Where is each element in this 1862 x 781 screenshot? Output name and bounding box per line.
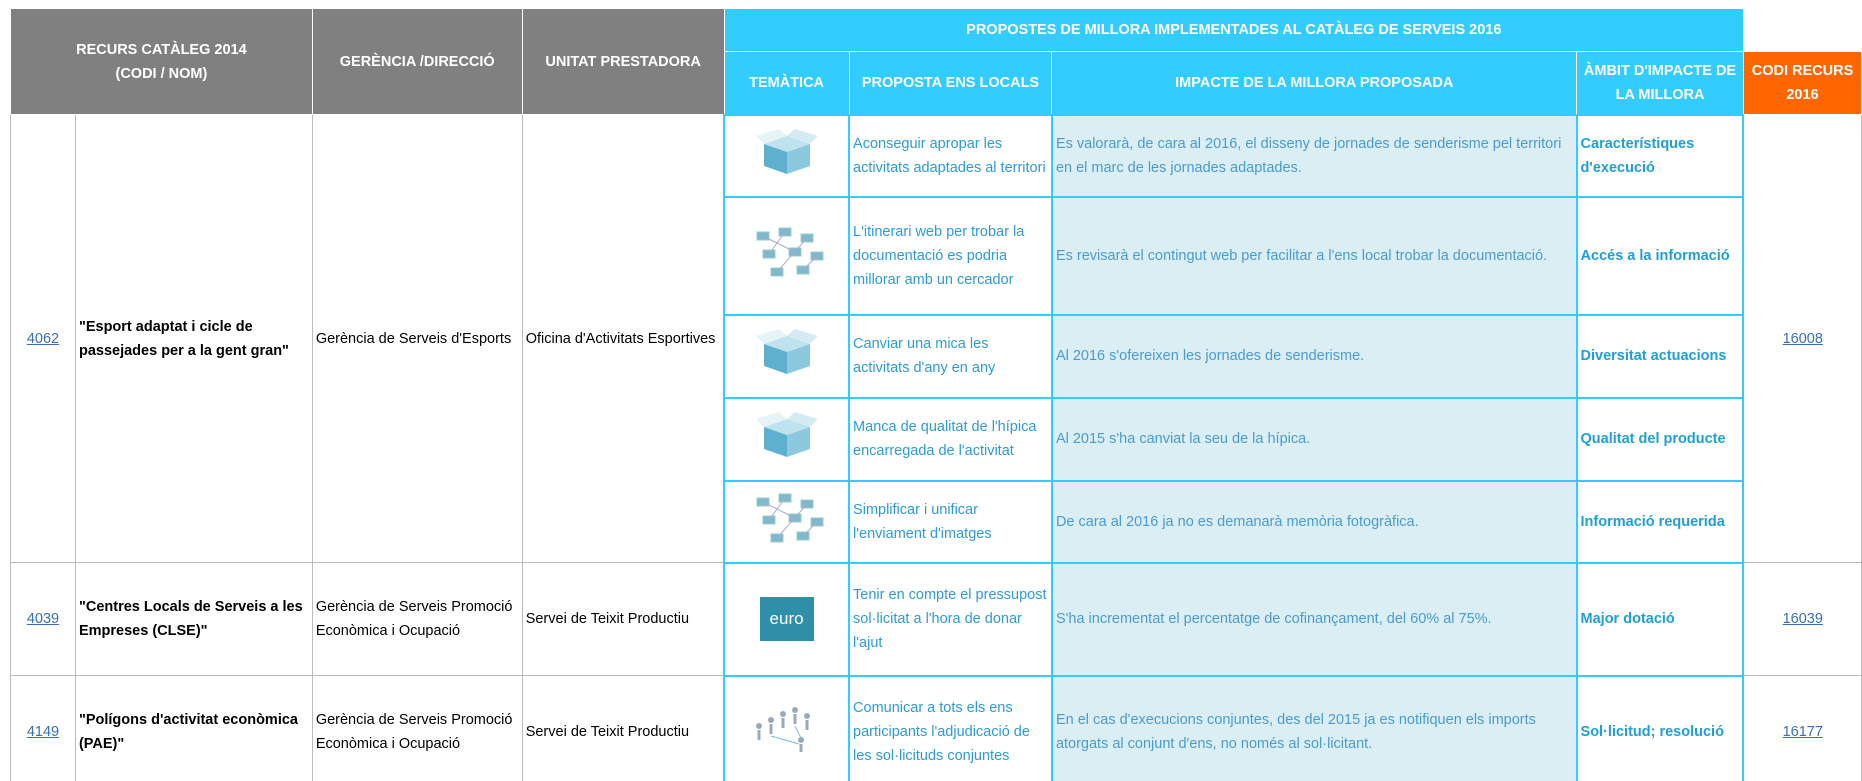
header-text: RECURS CATÀLEG 2014	[76, 41, 247, 58]
header-cell: CODI RECURS 2016	[1742, 51, 1862, 115]
theme-icon	[723, 396, 851, 482]
header-cell: ÀMBIT D'IMPACTE DE LA MILLORA	[1576, 51, 1744, 115]
header-text: (CODI / NOM)	[115, 65, 208, 82]
scope: Característiques d'execució	[1575, 113, 1745, 198]
theme-icon	[723, 674, 851, 781]
proposal: Aconseguir apropar les activitats adapta…	[848, 113, 1053, 198]
proposal: Comunicar a tots els ens participants l'…	[848, 674, 1053, 781]
proposal: Tenir en compte el pressupost sol·licita…	[848, 561, 1053, 677]
header-blank	[1743, 9, 1861, 52]
unit: Oficina d'Activitats Esportives	[521, 114, 725, 563]
proposal: L'itinerari web per trobar la documentac…	[848, 195, 1053, 316]
header-cell: PROPOSTA ENS LOCALS	[848, 51, 1053, 115]
header-cell: GERÈNCIA /DIRECCIÓ	[311, 8, 523, 115]
impact: De cara al 2016 ja no es demanarà memòri…	[1050, 479, 1578, 564]
theme-icon: euro	[723, 561, 851, 677]
theme-icon	[723, 113, 851, 198]
scope: Major dotació	[1575, 561, 1745, 677]
scope: Accés a la informació	[1575, 195, 1745, 316]
scope: Sol·licitud; resolució	[1575, 674, 1745, 781]
header-cell: PROPOSTES DE MILLORA IMPLEMENTADES AL CA…	[723, 8, 1744, 52]
scope: Informació requerida	[1575, 479, 1745, 564]
impact: En el cas d'execucions conjuntes, des de…	[1050, 674, 1578, 781]
resource-name: "Polígons d'activitat econòmica (PAE)"	[74, 675, 313, 781]
table-row: 4062 "Esport adaptat i cicle de passejade…	[10, 113, 1862, 563]
header-cell: UNITAT PRESTADORA	[521, 8, 725, 115]
table-row: Manca de qualitat de l'hípica encarregad…	[11, 396, 1862, 482]
header-cell: TEMÀTICA	[723, 51, 850, 115]
proposal: Manca de qualitat de l'hípica encarregad…	[848, 396, 1053, 482]
impact: S'ha incrementat el percentatge de cofin…	[1050, 561, 1578, 677]
table-row: 4149 "Polígons d'activitat econòmica (PAE…	[10, 674, 1862, 781]
table-row: L'itinerari web per trobar la documentac…	[11, 195, 1862, 316]
table-row: 4039 "Centres Locals de Serveis a les Emp…	[10, 561, 1862, 677]
table-row: Canviar una mica les activitats d'any en…	[11, 313, 1862, 399]
resource-name: "Esport adaptat i cicle de passejades pe…	[74, 114, 313, 563]
resource-code[interactable]: 4149	[10, 675, 76, 781]
theme-icon	[723, 195, 851, 316]
proposal: Simplificar i unificar l'enviament d'ima…	[848, 479, 1053, 564]
scope: Qualitat del producte	[1575, 396, 1745, 482]
table-row: RECURS CATÀLEG 2014 (CODI / NOM) GERÈNCIA …	[10, 8, 1862, 115]
management: Gerència de Serveis d'Esports	[311, 114, 523, 563]
resource-code[interactable]: 4062	[10, 114, 76, 563]
management: Gerència de Serveis Promoció Econòmica i…	[311, 562, 523, 676]
table-row: Simplificar i unificar l'enviament d'ima…	[11, 479, 1862, 564]
unit: Servei de Teixit Productiu	[521, 675, 725, 781]
table-row: TEMÀTICA PROPOSTA ENS LOCALS IMPACTE DE LA…	[11, 51, 1862, 115]
unit: Servei de Teixit Productiu	[521, 562, 725, 676]
resource-code-2016[interactable]: 16039	[1742, 562, 1862, 676]
management: Gerència de Serveis Promoció Econòmica i…	[311, 675, 523, 781]
theme-icon	[723, 479, 851, 564]
impact: Es valorarà, de cara al 2016, el disseny…	[1050, 113, 1578, 198]
catalog-table: RECURS CATÀLEG 2014 (CODI / NOM) GERÈNCIA …	[10, 8, 1862, 781]
impact: Al 2015 s'ha canviat la seu de la hípica…	[1050, 396, 1578, 482]
impact: Es revisarà el contingut web per facilit…	[1050, 195, 1578, 316]
resource-code[interactable]: 4039	[10, 562, 76, 676]
resource-code-2016[interactable]: 16177	[1742, 675, 1862, 781]
resource-name: "Centres Locals de Serveis a les Emprese…	[74, 562, 313, 676]
theme-icon	[723, 313, 851, 399]
header-cell: IMPACTE DE LA MILLORA PROPOSADA	[1051, 51, 1578, 115]
scope: Diversitat actuacions	[1575, 313, 1745, 399]
euro-icon: euro	[759, 597, 814, 641]
resource-code-2016[interactable]: 16008	[1742, 114, 1862, 563]
proposal: Canviar una mica les activitats d'any en…	[848, 313, 1053, 399]
header-cell: RECURS CATÀLEG 2014 (CODI / NOM)	[10, 8, 313, 115]
impact: Al 2016 s'ofereixen les jornades de send…	[1050, 313, 1578, 399]
